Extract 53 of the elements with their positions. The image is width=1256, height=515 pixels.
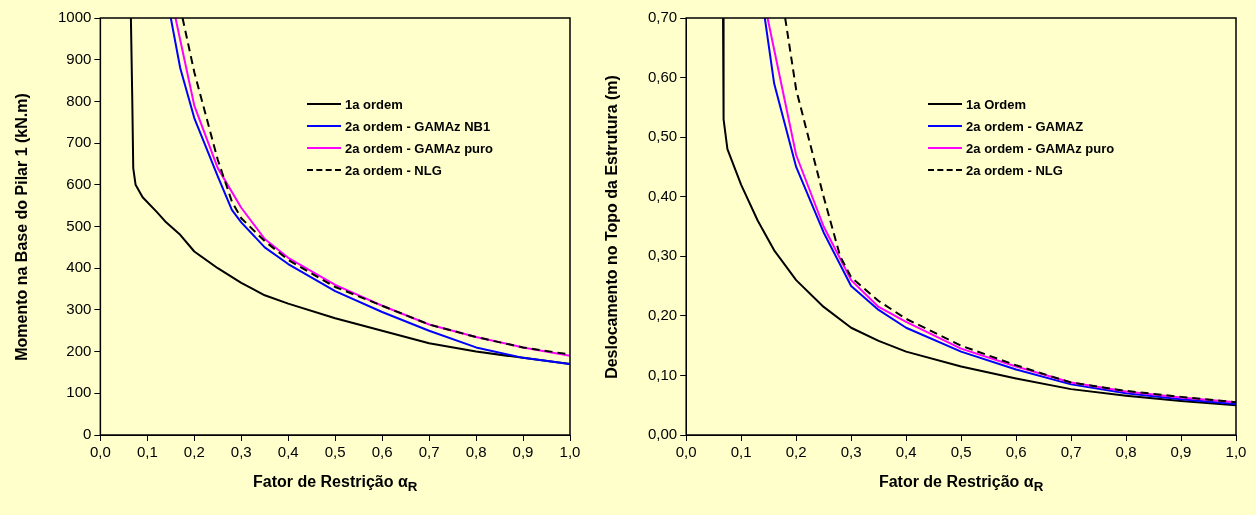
y-tick-label: 0,20: [647, 306, 678, 323]
y-tick-label: 0,60: [647, 67, 678, 85]
x-tick-label: 0,0: [89, 443, 111, 461]
x-tick-label: 1,0: [559, 443, 581, 461]
legend-label: 1a Ordem: [966, 96, 1027, 112]
x-tick-label: 1,0: [1225, 443, 1247, 461]
x-tick-label: 0,4: [895, 443, 917, 461]
legend-label: 2a ordem - GAMAz puro: [345, 140, 494, 156]
x-tick-label: 0,5: [324, 443, 346, 461]
x-tick-label: 0,1: [136, 443, 158, 461]
x-tick-label: 0,0: [675, 443, 697, 461]
y-tick-label: 500: [66, 216, 92, 234]
y-tick-label: 0,50: [647, 127, 678, 145]
y-tick-label: 300: [66, 300, 92, 318]
y-tick-label: 200: [66, 341, 92, 359]
y-axis-title: Momento na Base do Pilar 1 (kN.m): [13, 92, 31, 361]
y-tick-label: 800: [66, 91, 92, 109]
y-tick-label: 0,10: [647, 365, 678, 383]
x-tick-label: 0,7: [418, 443, 440, 461]
y-axis-title: Deslocamento no Topo da Estrutura (m): [603, 74, 621, 379]
x-tick-label: 0,9: [1170, 443, 1192, 461]
legend-label: 2a ordem - GAMAz NB1: [345, 118, 491, 134]
y-tick-label: 0: [83, 425, 92, 443]
x-tick-label: 0,8: [1115, 443, 1137, 461]
y-tick-label: 0,70: [647, 8, 678, 26]
y-tick-label: 900: [66, 49, 92, 67]
x-axis-title: Fator de Restrição α$_{R}$: [878, 473, 1044, 495]
x-tick-label: 0,6: [371, 443, 393, 461]
x-tick-label: 0,1: [730, 443, 752, 461]
x-tick-label: 0,8: [465, 443, 487, 461]
legend-label: 2a ordem - NLG: [345, 162, 442, 178]
x-tick-label: 0,5: [950, 443, 972, 461]
y-tick-label: 700: [66, 133, 92, 151]
y-tick-label: 100: [66, 383, 92, 401]
x-tick-label: 0,2: [183, 443, 205, 461]
x-axis-title: Fator de Restrição α$_{R}$: [252, 473, 418, 495]
legend-label: 2a ordem - GAMAZ: [966, 118, 1084, 134]
y-tick-label: 0,30: [647, 246, 678, 264]
y-tick-label: 600: [66, 174, 92, 192]
legend-label: 2a ordem - GAMAz puro: [966, 140, 1115, 156]
legend-label: 1a ordem: [345, 96, 403, 112]
x-tick-label: 0,2: [785, 443, 807, 461]
y-tick-label: 0,00: [647, 425, 678, 443]
x-tick-label: 0,6: [1005, 443, 1027, 461]
y-tick-label: 1000: [57, 8, 92, 26]
y-tick-label: 0,40: [647, 186, 678, 204]
x-tick-label: 0,9: [512, 443, 534, 461]
x-tick-label: 0,3: [230, 443, 252, 461]
x-tick-label: 0,3: [840, 443, 862, 461]
y-tick-label: 400: [66, 258, 92, 276]
legend-label: 2a ordem - NLG: [966, 162, 1063, 178]
x-tick-label: 0,4: [277, 443, 299, 461]
x-tick-label: 0,7: [1060, 443, 1082, 461]
